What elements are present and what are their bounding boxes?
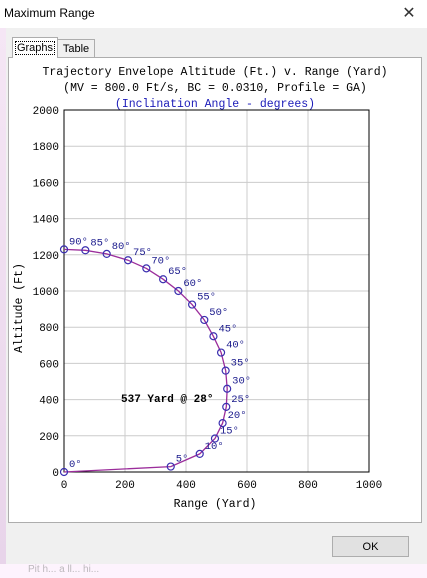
angle-label: 25° <box>231 394 250 406</box>
angle-label: 85° <box>90 237 109 249</box>
angle-label: 5° <box>176 454 189 466</box>
data-point-marker <box>81 246 90 255</box>
angle-label: 45° <box>218 323 237 335</box>
data-point-marker <box>221 366 230 375</box>
data-point-marker <box>222 402 231 411</box>
x-axis-label: Range (Yard) <box>174 498 257 511</box>
angle-label: 75° <box>133 247 152 259</box>
trajectory-chart: Trajectory Envelope Altitude (Ft.) v. Ra… <box>13 66 388 511</box>
data-point-marker <box>142 264 151 273</box>
data-point-marker <box>218 419 227 428</box>
data-point-marker <box>216 348 226 357</box>
data-point-marker <box>188 300 197 309</box>
data-point-marker <box>59 467 69 477</box>
x-tick-label: 0 <box>61 480 68 492</box>
x-tick-label: 200 <box>115 480 135 492</box>
chart-title: Trajectory Envelope Altitude (Ft.) v. Ra… <box>42 66 387 79</box>
data-point-marker <box>166 462 175 471</box>
y-axis-label: Altitude (Ft) <box>13 263 26 353</box>
title-bar: Maximum Range ✕ <box>0 0 427 28</box>
angle-label: 90° <box>69 236 88 248</box>
angle-label: 20° <box>228 410 247 422</box>
data-point-marker <box>174 286 183 296</box>
background-window-strip: Pit h... a ll... hi... <box>0 564 427 578</box>
tab-table[interactable]: Table <box>57 39 95 58</box>
angle-label: 55° <box>197 292 216 304</box>
y-tick-label: 1800 <box>33 142 59 154</box>
tab-graphs[interactable]: Graphs <box>12 37 58 58</box>
background-window-edge <box>0 28 6 564</box>
graphs-panel: Trajectory Envelope Altitude (Ft.) v. Ra… <box>8 57 422 523</box>
angle-label: 0° <box>69 459 82 471</box>
data-point-marker <box>210 434 220 443</box>
y-tick-label: 1000 <box>33 287 59 299</box>
data-point-marker <box>200 315 209 325</box>
angle-label: 60° <box>183 278 202 290</box>
data-point-marker <box>223 384 232 393</box>
data-point-marker <box>123 256 133 265</box>
tab-graphs-label: Graphs <box>14 41 56 55</box>
y-tick-label: 1400 <box>33 215 59 227</box>
angle-label: 15° <box>220 426 239 438</box>
y-tick-label: 800 <box>39 323 59 335</box>
angle-label: 80° <box>112 241 131 253</box>
y-tick-label: 1600 <box>33 178 59 190</box>
angle-label: 35° <box>231 358 250 370</box>
y-tick-label: 600 <box>39 359 59 371</box>
data-point-marker <box>159 275 168 284</box>
y-tick-label: 200 <box>39 432 59 444</box>
angle-label: 10° <box>205 441 224 453</box>
y-tick-label: 400 <box>39 396 59 408</box>
x-tick-label: 400 <box>176 480 196 492</box>
chart-subtitle: (MV = 800.0 Ft/s, BC = 0.0310, Profile =… <box>63 82 367 95</box>
close-icon[interactable]: ✕ <box>402 5 416 22</box>
y-tick-label: 0 <box>52 468 59 480</box>
ok-button[interactable]: OK <box>332 536 409 557</box>
data-point-marker <box>102 249 111 258</box>
y-tick-label: 1200 <box>33 251 59 263</box>
envelope-curve <box>63 248 228 473</box>
background-text-fragment: Pit h... a ll... hi... <box>28 564 100 575</box>
chart-subtitle-angle: (Inclination Angle - degrees) <box>115 98 315 111</box>
data-point-marker <box>209 332 218 341</box>
max-range-annotation: 537 Yard @ 28° <box>121 394 213 406</box>
y-tick-label: 2000 <box>33 106 59 118</box>
angle-label: 30° <box>232 376 251 388</box>
x-tick-label: 800 <box>298 480 318 492</box>
x-tick-label: 600 <box>237 480 257 492</box>
angle-label: 40° <box>226 340 245 352</box>
angle-label: 50° <box>209 307 228 319</box>
data-point-marker <box>195 449 204 458</box>
plot-frame <box>63 109 370 473</box>
tab-table-label: Table <box>62 43 90 55</box>
data-point-marker <box>59 245 69 254</box>
angle-label: 70° <box>151 255 170 267</box>
x-tick-label: 1000 <box>356 480 382 492</box>
window-title: Maximum Range <box>4 6 95 20</box>
angle-label: 65° <box>168 266 187 278</box>
